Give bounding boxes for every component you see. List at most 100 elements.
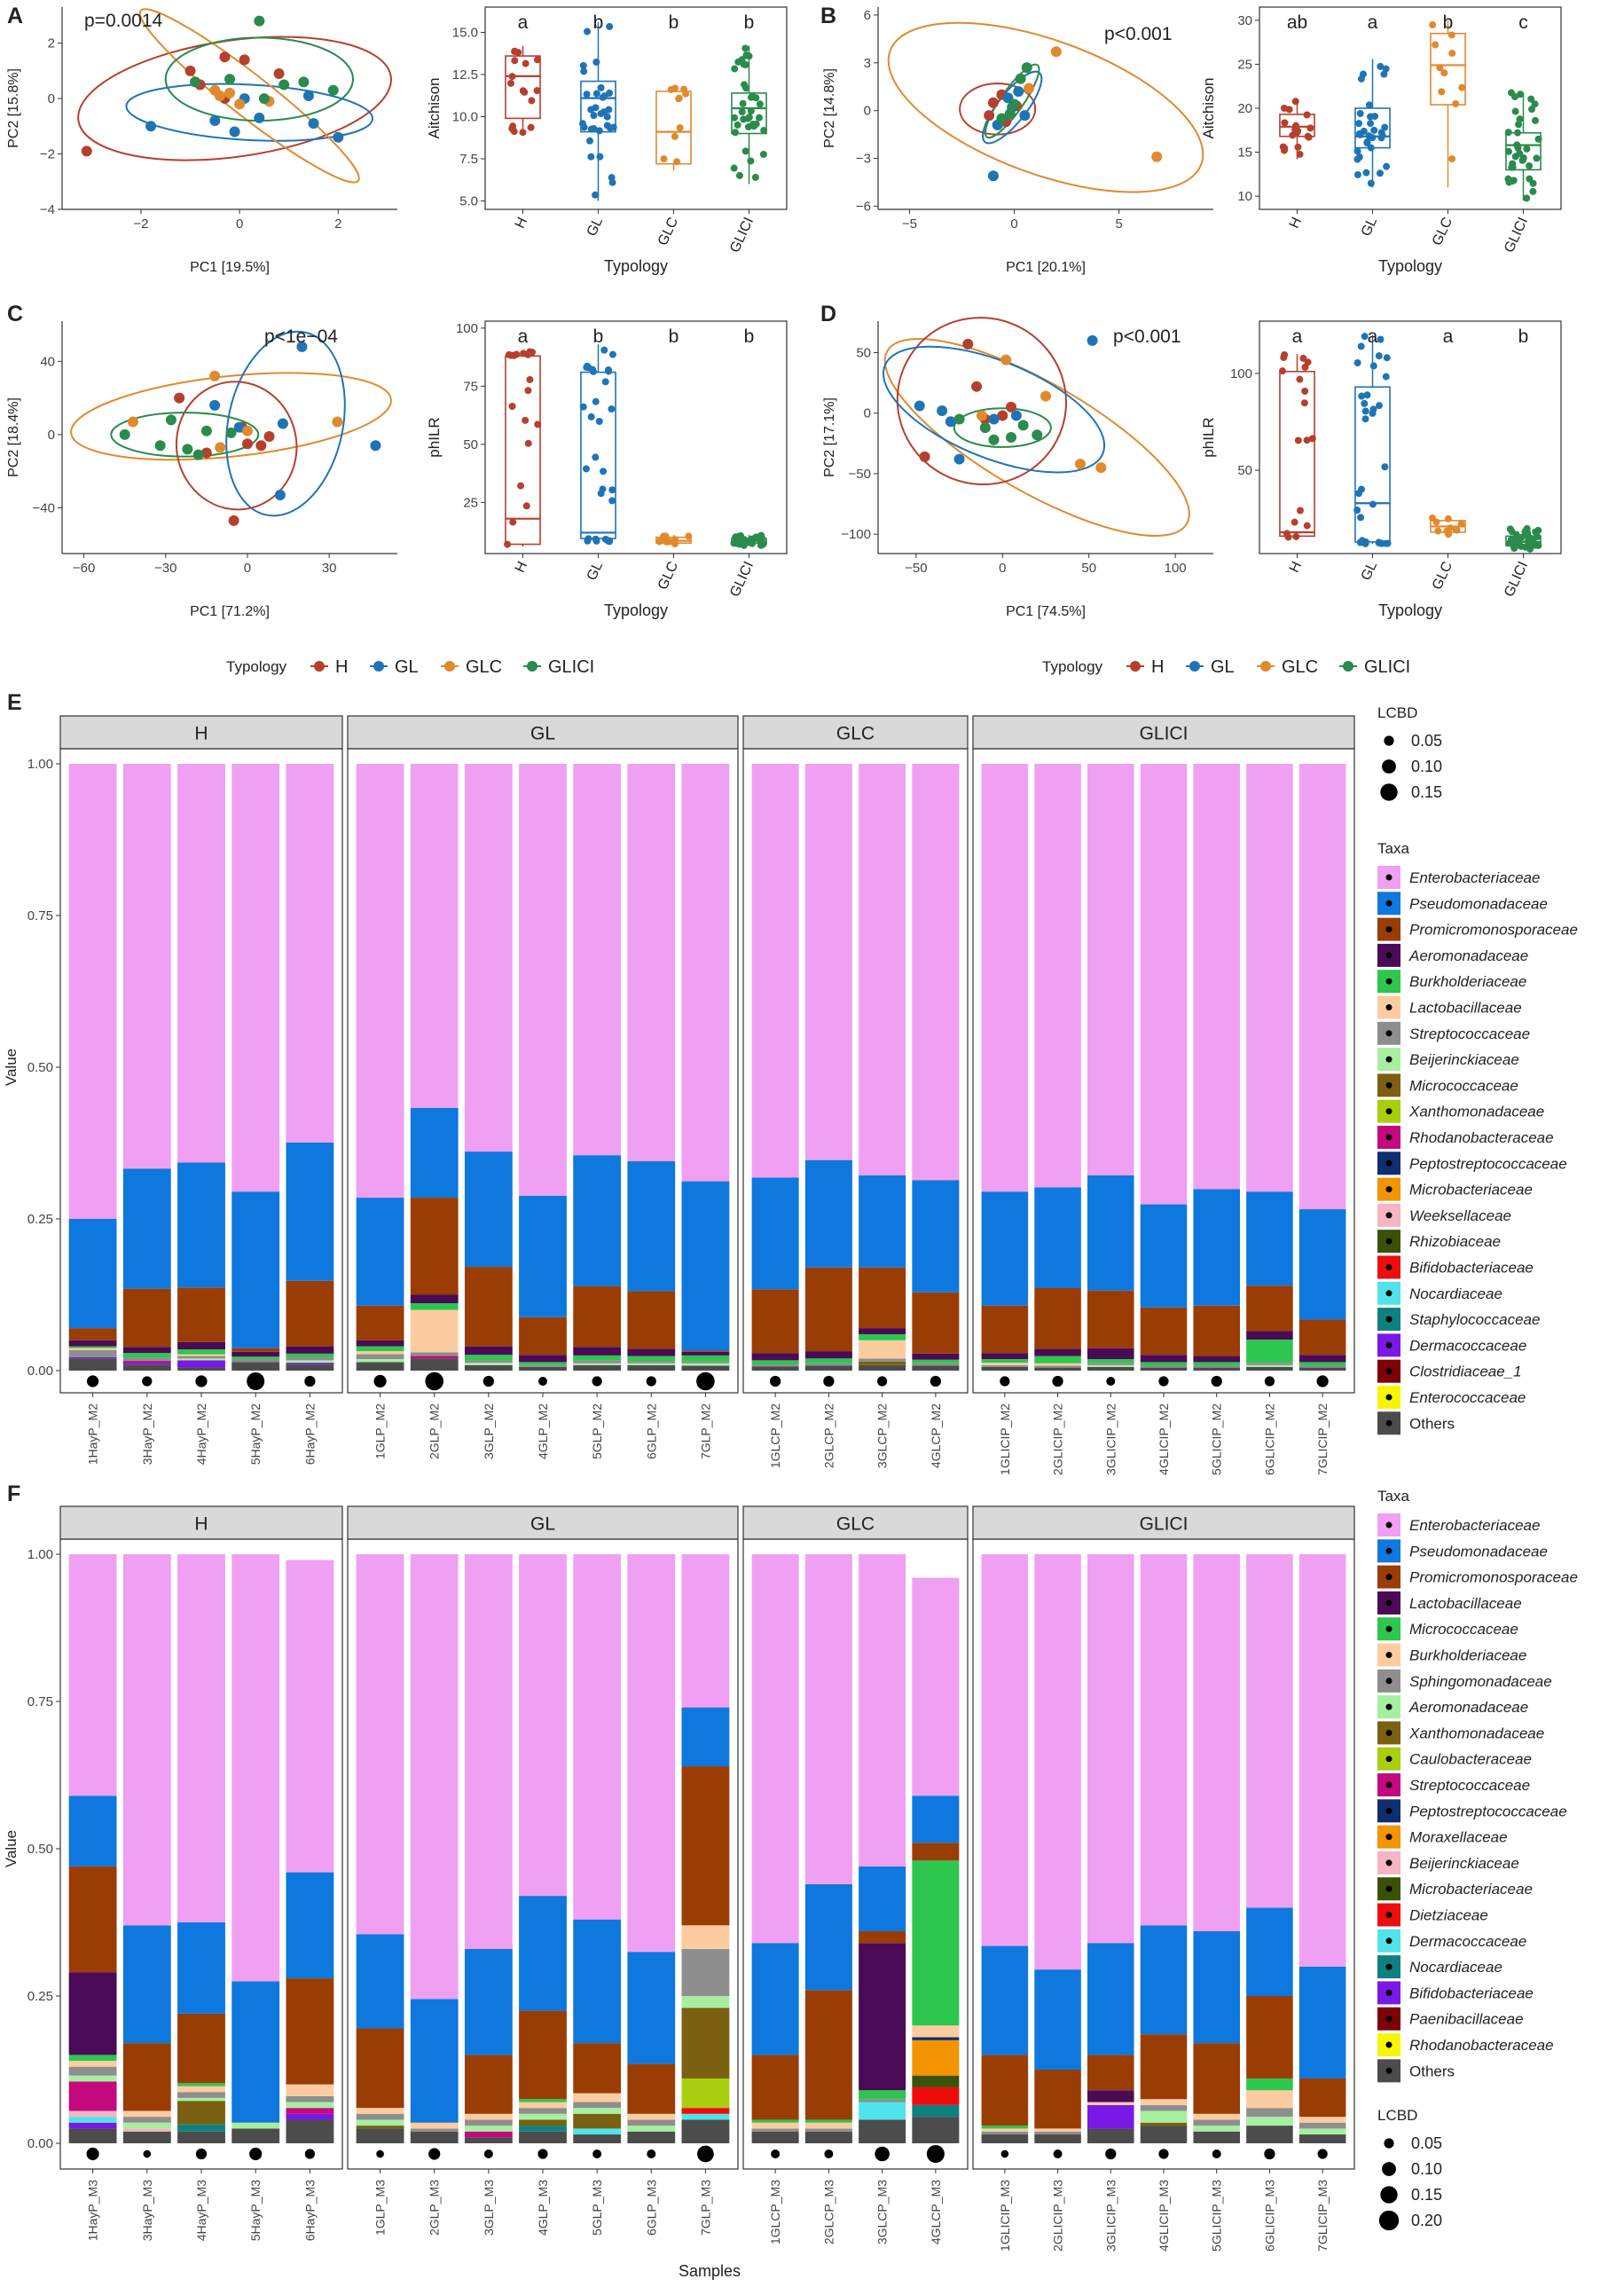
jitter-point: [1359, 70, 1367, 78]
jitter-point: [1367, 144, 1375, 152]
bar-segment: [286, 2113, 334, 2120]
legend-size-label: 0.20: [1411, 2212, 1442, 2229]
lcbd-dot: [647, 2149, 656, 2158]
jitter-point: [1361, 407, 1369, 415]
box-GL: [579, 344, 616, 546]
jitter-point: [1453, 526, 1461, 534]
bar-segment: [981, 1363, 1029, 1365]
data-point-GLC: [1050, 46, 1062, 58]
boxplot-C: 25 50 75 100 Ha GL b GLC b GLICI b Typology phILR: [426, 320, 788, 619]
stacked-bar-chart-E: 0.00 0.25 0.50 0.75 1.00 Value H 1HayP_M2 3HayP_…: [3, 715, 1355, 1475]
jitter-point: [1285, 106, 1293, 114]
legend-taxon-label: Others: [1409, 2063, 1455, 2079]
facet-title: GLICI: [1140, 1514, 1189, 1535]
jitter-point: [600, 346, 608, 354]
facet-frame: [742, 1538, 969, 2170]
legend-swatch-dot: [1385, 1004, 1393, 1010]
bar-segment: [68, 2117, 117, 2123]
box-H: [505, 45, 542, 137]
bar-segment: [573, 2113, 622, 2129]
x-tick-label: 3GLCP_M2: [875, 1403, 890, 1468]
legend-label: GLICI: [1364, 657, 1410, 677]
x-tick-label: 4GLCP_M3: [929, 2180, 943, 2244]
legend-taxon-label: Paenibacillaceae: [1409, 2011, 1524, 2028]
lcbd-dot: [1212, 2149, 1221, 2158]
legend-size-dot: [1384, 2138, 1394, 2149]
jitter-point: [1534, 135, 1542, 143]
jitter-point: [527, 123, 535, 131]
facet-GLC: GLC 1GLCP_M3 2GLCP_M3 3GLCP_M3 4GLCP_M3: [742, 1505, 969, 2244]
bar-segment: [122, 1364, 171, 1371]
jitter-point: [1357, 514, 1365, 522]
jitter-point: [1353, 359, 1361, 367]
bar-segment: [981, 1305, 1029, 1354]
confidence-ellipse-GL: [225, 330, 346, 517]
bar-segment: [1193, 1305, 1240, 1356]
legend-title: Typology: [226, 658, 287, 675]
bar-segment: [681, 1996, 730, 2008]
data-point-H: [255, 440, 267, 452]
bar-segment: [859, 1267, 906, 1329]
bar-segment: [859, 1866, 906, 1931]
bar-segment: [122, 2043, 171, 2111]
legend-taxon-label: Bifidobacteriaceae: [1409, 1984, 1534, 2001]
bar-segment: [464, 1363, 513, 1365]
bar-segment: [68, 2066, 117, 2076]
legend-taxon-label: Staphylococcaceae: [1409, 1311, 1540, 1328]
bar-segment: [1246, 1996, 1293, 2079]
p-value-annotation: p=0.0014: [84, 11, 162, 31]
jitter-point: [597, 83, 605, 91]
jitter-point: [1278, 367, 1286, 375]
x-axis-title: PC1 [71.2%]: [190, 604, 270, 619]
jitter-point: [1291, 518, 1298, 526]
y-tick-label: 6: [864, 8, 871, 23]
stacked-bar: [1087, 1554, 1134, 2160]
bar-segment: [804, 1351, 852, 1359]
bar-segment: [627, 1363, 676, 1365]
iqr-box: [1279, 370, 1315, 538]
bar-segment: [681, 2113, 730, 2120]
lcbd-dot: [1158, 2149, 1169, 2159]
legend-swatch-dot: [1385, 1316, 1393, 1323]
bar-segment: [122, 2122, 171, 2129]
lcbd-dot: [1317, 2149, 1328, 2159]
lcbd-dot: [373, 1374, 387, 1388]
data-point-GLC: [127, 416, 138, 428]
bar-segment: [1298, 2078, 1346, 2118]
bar-segment: [68, 2081, 117, 2111]
bar-segment: [122, 1361, 171, 1364]
legend-swatch-dot: [1385, 1963, 1393, 1970]
legend-taxon-label: Peptostreptococcaceae: [1409, 1803, 1567, 1819]
jitter-point: [526, 375, 534, 383]
bar-segment: [177, 1360, 225, 1368]
box-GLC: [1429, 20, 1466, 188]
bar-segment: [681, 1554, 730, 1708]
bar-segment: [681, 1707, 730, 1767]
jitter-point: [592, 537, 600, 545]
bar-segment: [981, 2134, 1029, 2143]
bar-segment: [410, 2131, 459, 2143]
data-point-GL: [209, 115, 221, 127]
legend-taxon-label: Streptococcaceae: [1409, 1777, 1530, 1794]
legend-size-label: 0.10: [1411, 2160, 1442, 2178]
x-tick-label: 6HayP_M3: [302, 2180, 317, 2241]
significance-letter: a: [1443, 326, 1454, 347]
x-tick-label: 7GLICIP_M2: [1315, 1403, 1330, 1475]
data-point-GLC: [1024, 83, 1035, 94]
data-point-GL: [937, 405, 948, 416]
data-point-GLICI: [119, 428, 130, 440]
lcbd-dot: [1264, 2148, 1275, 2160]
bar-segment: [981, 2128, 1029, 2132]
data-point-GLC: [1074, 459, 1086, 470]
jitter-point: [1383, 354, 1391, 362]
data-point-H: [962, 338, 974, 350]
jitter-point: [1382, 373, 1390, 381]
legend-taxon-label: Nocardiaceae: [1409, 1959, 1502, 1976]
data-point-GLC: [224, 87, 235, 98]
legend-label: GLC: [1282, 657, 1318, 677]
x-tick-label: 1GLP_M2: [373, 1403, 388, 1459]
bar-segment: [286, 1978, 334, 2085]
bar-segment: [1140, 1365, 1188, 1368]
legend-size-dot: [1382, 759, 1396, 774]
data-point-GLC: [209, 84, 221, 96]
